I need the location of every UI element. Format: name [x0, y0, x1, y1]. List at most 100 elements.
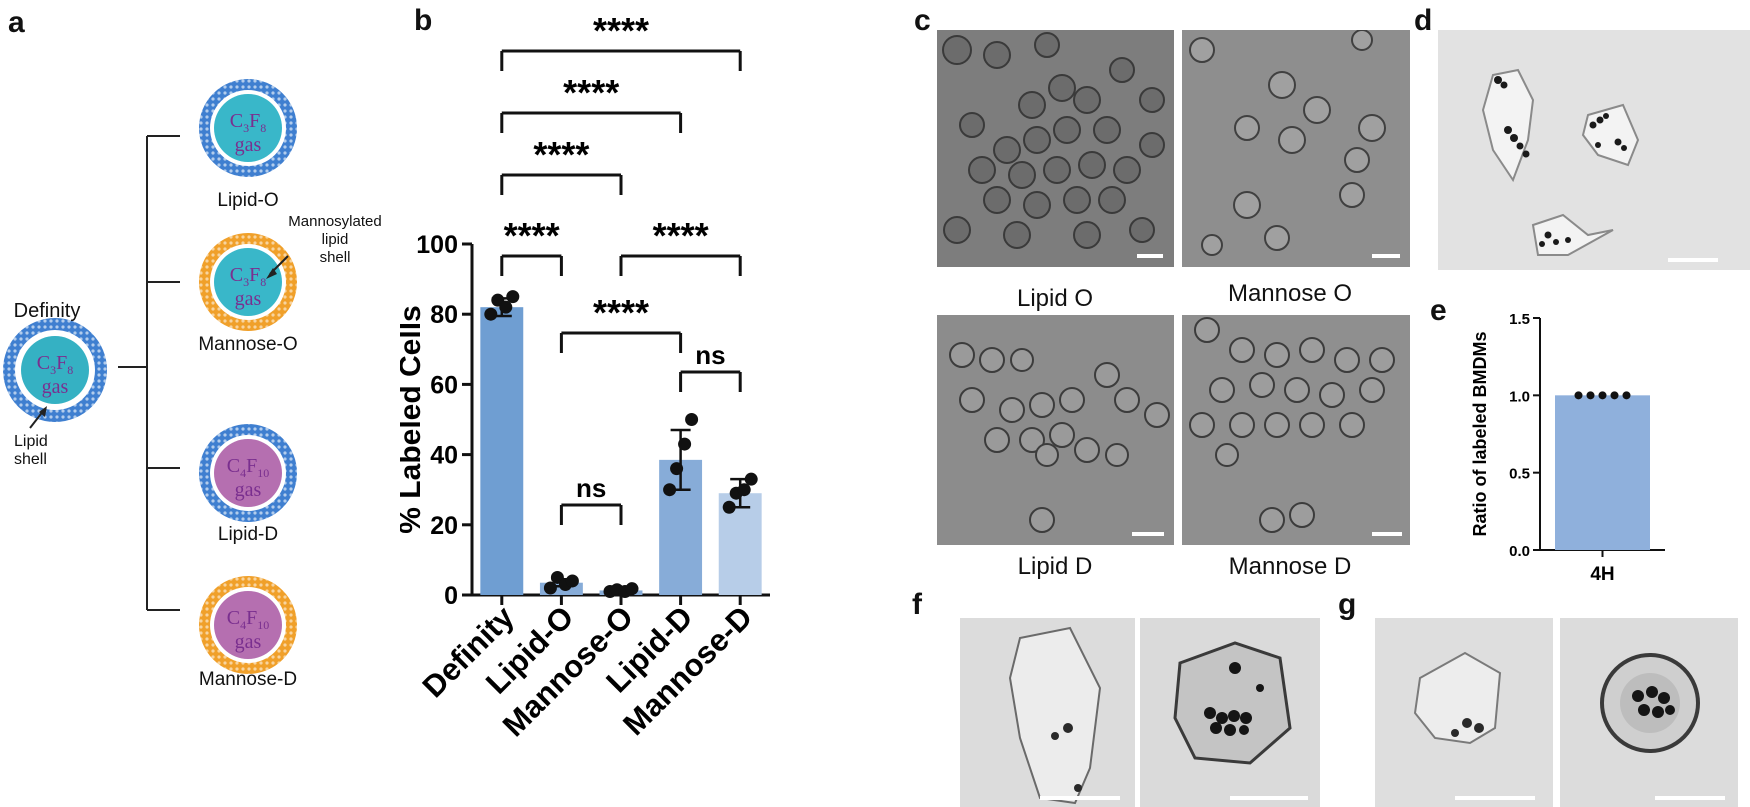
definity-shell-label: Lipid shell	[14, 433, 48, 468]
cell-g2	[1600, 653, 1700, 753]
micrograph-panel-g-1	[1375, 618, 1553, 807]
scale-bar	[1132, 532, 1164, 536]
data-point	[663, 483, 677, 497]
lipid-o-label: Lipid-O	[217, 190, 279, 211]
lipid-d-gas-formula: C4F10 gas	[226, 455, 270, 501]
cell-g1	[1413, 651, 1502, 745]
significance-label: ****	[593, 10, 649, 51]
panel-d-letter: d	[1414, 4, 1433, 37]
significance-bracket	[500, 254, 563, 276]
micrograph-mannose-o	[1182, 30, 1410, 267]
data-point	[1610, 391, 1619, 400]
data-point	[1598, 391, 1607, 400]
significance-label: ns	[695, 340, 725, 370]
y-tick-label: 80	[430, 301, 458, 329]
micrograph-lipid-d	[937, 315, 1174, 545]
significance-bracket	[559, 503, 623, 525]
y-tick-label: 1.0	[1509, 388, 1530, 405]
mannose-o-label: Mannose-O	[198, 334, 298, 355]
significance-label: ****	[533, 134, 589, 175]
micrograph-lipid-o	[937, 30, 1174, 267]
definity-title: Definity	[13, 300, 81, 322]
significance-label: ****	[593, 292, 649, 333]
bar-4h	[1555, 395, 1650, 550]
mannose-d-label: Mannose-D	[198, 669, 298, 690]
panel-e-chart: 0.0 0.5 1.0 1.5 Ratio of labeled BMDMs 4H	[1470, 311, 1665, 585]
data-point	[484, 307, 498, 321]
scale-bar	[1668, 258, 1718, 262]
cell-f1	[1008, 626, 1102, 805]
y-tick-label: 20	[430, 512, 458, 540]
y-tick-label: 0	[444, 582, 458, 610]
label-lipid-o: Lipid O	[1016, 285, 1094, 312]
panel-g-letter: g	[1338, 588, 1357, 621]
significance-bracket	[500, 173, 623, 195]
scale-bar	[1655, 796, 1725, 800]
scale-bar	[1372, 254, 1400, 258]
labeled-macrophages-d	[1481, 68, 1640, 256]
scale-bar	[1372, 532, 1402, 536]
significance-label: ****	[563, 72, 619, 113]
data-point	[543, 581, 557, 595]
lipid-o-gas-formula: C3F8 gas	[229, 110, 267, 156]
micrograph-panel-f-2	[1140, 618, 1320, 807]
y-tick-label: 0.0	[1509, 543, 1530, 560]
mannose-d-gas-formula: C4F10 gas	[226, 607, 270, 653]
scale-bar	[1137, 254, 1163, 258]
significance-bracket	[559, 331, 683, 353]
panel-a-letter: a	[8, 6, 25, 39]
significance-bracket	[619, 254, 742, 276]
micrograph-panel-d	[1438, 30, 1750, 270]
panel-c-letter: c	[914, 4, 931, 37]
significance-bracket	[500, 111, 683, 133]
y-tick-label: 100	[416, 231, 458, 259]
significance-label: ns	[576, 473, 606, 503]
significance-label: ****	[653, 215, 709, 256]
cells-lipid-o	[942, 32, 1165, 249]
data-point	[499, 300, 513, 314]
y-tick-label: 40	[430, 442, 458, 470]
definity-gas-formula: C3F8 gas	[36, 352, 74, 398]
micrograph-panel-g-2	[1560, 618, 1738, 807]
y-tick-label: 1.5	[1509, 311, 1530, 328]
panel-f-letter: f	[912, 588, 922, 621]
data-point	[1622, 391, 1631, 400]
mannose-o-gas-formula: C3F8 gas	[229, 264, 267, 310]
lipid-d-bubble	[199, 424, 297, 522]
significance-bracket	[500, 49, 742, 71]
micrograph-mannose-d	[1182, 315, 1410, 545]
y-axis-label: % Labeled Cells	[400, 305, 427, 533]
micrograph-panel-f-1	[960, 618, 1135, 807]
bracket-lines	[118, 135, 180, 611]
y-axis-label: Ratio of labeled BMDMs	[1470, 331, 1490, 536]
data-point	[565, 574, 579, 588]
data-point	[678, 437, 692, 451]
scale-bar	[1040, 796, 1120, 800]
data-point	[670, 462, 684, 476]
significance-label: ****	[504, 215, 560, 256]
scale-bar	[1455, 796, 1535, 800]
data-point	[722, 500, 736, 514]
panel-e-letter: e	[1430, 294, 1447, 327]
y-tick-label: 60	[430, 371, 458, 399]
scale-bar	[1230, 796, 1308, 800]
mannose-d-bubble	[199, 576, 297, 674]
lipid-d-label: Lipid-D	[217, 524, 279, 545]
panel-b-letter: b	[414, 4, 433, 37]
data-point	[1586, 391, 1595, 400]
label-mannose-o: Mannose O	[1227, 280, 1353, 307]
label-lipid-d: Lipid D	[1017, 553, 1093, 580]
data-point	[744, 472, 758, 486]
cell-f2	[1173, 641, 1292, 765]
mannosylated-shell-annotation: Mannosylated lipid shell	[288, 213, 382, 266]
data-point	[625, 582, 639, 596]
data-point	[685, 413, 699, 426]
lipid-o-bubble	[199, 79, 297, 177]
cells-lipid-d	[949, 342, 1170, 533]
data-point	[737, 483, 751, 497]
data-point	[1574, 391, 1583, 400]
significance-bracket	[679, 370, 742, 392]
x-tick-label: 4H	[1590, 564, 1614, 585]
cells-mannose-o	[1189, 30, 1386, 256]
